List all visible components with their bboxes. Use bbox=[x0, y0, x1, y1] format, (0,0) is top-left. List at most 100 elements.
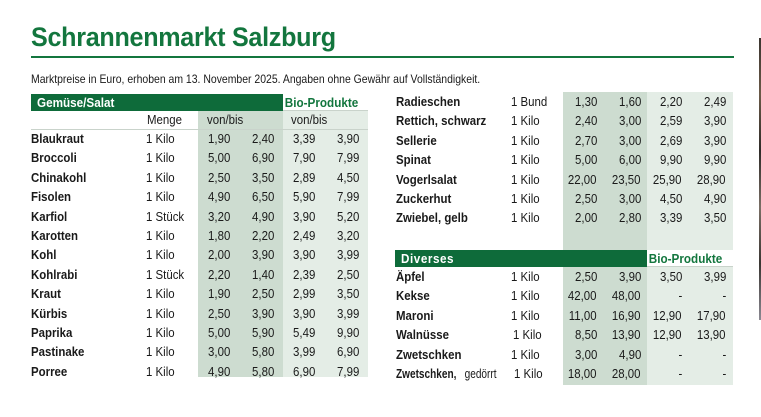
quantity: 1 Kilo bbox=[146, 228, 175, 243]
bio-price-bis: - bbox=[722, 346, 726, 362]
product-name: Äpfel bbox=[396, 269, 425, 284]
left-conv-column-shade bbox=[198, 111, 283, 377]
right-conv-column-shade bbox=[563, 92, 647, 385]
subtitle: Marktpreise in Euro, erhoben am 13. Nove… bbox=[31, 72, 481, 86]
table-row: Chinakohl 1 Kilo 2,50 3,50 2,89 4,50 bbox=[0, 168, 761, 187]
price-bis: 4,90 bbox=[618, 346, 641, 362]
bio-price-von: 2,89 bbox=[292, 169, 315, 185]
price-von: 1,80 bbox=[207, 228, 230, 243]
bio-price-bis: 7,99 bbox=[336, 150, 359, 166]
bio-price-von: 2,49 bbox=[292, 228, 315, 243]
price-bis: 3,90 bbox=[251, 305, 274, 321]
price-bis: 3,90 bbox=[618, 269, 641, 284]
section-label: Gemüse/Salat bbox=[37, 95, 115, 110]
price-bis: 28,00 bbox=[612, 366, 641, 381]
bio-price-von: 2,69 bbox=[659, 132, 682, 148]
price-bis: 3,50 bbox=[251, 169, 274, 185]
bio-price-von: 5,49 bbox=[292, 325, 315, 340]
product-name: Karotten bbox=[31, 228, 79, 243]
price-von: 5,00 bbox=[207, 150, 230, 166]
section-header-gemuese: Gemüse/Salat bbox=[31, 94, 283, 111]
product-name: Spinat bbox=[396, 152, 431, 168]
quantity: 1 Kilo bbox=[146, 169, 175, 185]
price-bis: 1,40 bbox=[251, 266, 274, 282]
table-row: Kekse 1 Kilo 42,00 48,00 - - bbox=[0, 286, 761, 305]
table-row: Kürbis 1 Kilo 2,50 3,90 3,90 3,99 bbox=[0, 304, 761, 323]
quantity: 1 Kilo bbox=[511, 191, 540, 206]
quantity: 1 Kilo bbox=[146, 286, 175, 302]
price-bis: 3,90 bbox=[251, 247, 274, 263]
price-bis: 2,20 bbox=[251, 228, 274, 243]
quantity: 1 Kilo bbox=[146, 150, 175, 166]
product-name: Kürbis bbox=[31, 305, 68, 321]
title-rule bbox=[31, 56, 734, 58]
bio-price-von: 3,90 bbox=[292, 208, 315, 224]
section-label: Diverses bbox=[401, 251, 455, 266]
quantity: 1 Kilo bbox=[146, 189, 175, 205]
bio-header-right: Bio-Produkte bbox=[647, 250, 733, 267]
price-von: 22,00 bbox=[568, 171, 597, 187]
table-row: Radieschen 1 Bund 1,30 1,60 2,20 2,49 bbox=[0, 92, 761, 111]
price-von: 8,50 bbox=[574, 327, 597, 343]
bio-price-bis: 2,50 bbox=[336, 266, 359, 282]
quantity: 1 Kilo bbox=[146, 344, 175, 360]
price-von: 2,00 bbox=[574, 210, 597, 226]
quantity: 1 Kilo bbox=[511, 152, 540, 168]
bio-price-von: 25,90 bbox=[653, 171, 682, 187]
bio-price-von: 2,39 bbox=[292, 266, 315, 282]
product-name: Sellerie bbox=[396, 132, 437, 148]
price-von: 3,00 bbox=[207, 344, 230, 360]
table-row: Kohlrabi 1 Stück 2,20 1,40 2,39 2,50 bbox=[0, 265, 761, 284]
bio-price-von: 2,20 bbox=[659, 94, 682, 109]
product-name: Zwetschken bbox=[396, 346, 462, 362]
bio-price-von: 3,39 bbox=[659, 210, 682, 226]
price-bis: 6,00 bbox=[618, 152, 641, 168]
price-von: 4,90 bbox=[207, 189, 230, 205]
col-header-bio: von/bis bbox=[291, 112, 328, 127]
bio-price-von: 12,90 bbox=[653, 327, 682, 343]
quantity: 1 Kilo bbox=[146, 131, 175, 146]
bio-price-von: 12,90 bbox=[653, 307, 682, 323]
table-row: Kraut 1 Kilo 1,90 2,50 2,99 3,50 bbox=[0, 284, 761, 303]
bio-label: Bio-Produkte bbox=[284, 95, 359, 110]
table-row: Porree 1 Kilo 4,90 5,80 6,90 7,99 bbox=[0, 362, 761, 381]
quantity: 1 Kilo bbox=[511, 113, 540, 129]
price-bis: 2,40 bbox=[251, 131, 274, 146]
right-bio-column-shade bbox=[647, 92, 733, 385]
price-bis: 23,50 bbox=[612, 171, 641, 187]
product-name: Pastinake bbox=[31, 344, 85, 360]
price-von: 1,30 bbox=[574, 94, 597, 109]
section-header-diverses: Diverses bbox=[395, 250, 647, 267]
bio-price-von: - bbox=[678, 366, 682, 381]
price-von: 2,50 bbox=[574, 191, 597, 206]
price-bis: 6,90 bbox=[251, 150, 274, 166]
bio-price-von: 2,99 bbox=[292, 286, 315, 302]
quantity: 1 Kilo bbox=[146, 363, 175, 379]
product-name: Broccoli bbox=[31, 150, 77, 166]
bio-price-bis: 9,90 bbox=[336, 325, 359, 340]
quantity: 1 Kilo bbox=[511, 210, 540, 226]
quantity: 1 Kilo bbox=[511, 288, 540, 304]
bio-price-bis: 3,99 bbox=[336, 305, 359, 321]
bio-price-von: 3,99 bbox=[292, 344, 315, 360]
bio-price-bis: 4,50 bbox=[336, 169, 359, 185]
price-bis: 3,00 bbox=[618, 191, 641, 206]
bio-price-bis: 9,90 bbox=[703, 152, 726, 168]
bio-price-bis: 7,99 bbox=[336, 363, 359, 379]
product-name: Paprika bbox=[31, 325, 73, 340]
table-row: Zwetschken, gedörrt 1 Kilo 18,00 28,00 - - bbox=[0, 364, 761, 383]
table-row: Karotten 1 Kilo 1,80 2,20 2,49 3,20 bbox=[0, 226, 761, 245]
table-row: Fisolen 1 Kilo 4,90 6,50 5,90 7,99 bbox=[0, 187, 761, 206]
quantity: 1 Kilo bbox=[511, 132, 540, 148]
table-row: Pastinake 1 Kilo 3,00 5,80 3,99 6,90 bbox=[0, 342, 761, 361]
bio-price-bis: 2,49 bbox=[703, 94, 726, 109]
product-name: Porree bbox=[31, 363, 68, 379]
price-bis: 5,90 bbox=[251, 325, 274, 340]
product-name: Chinakohl bbox=[31, 169, 87, 185]
product-name: Karfiol bbox=[31, 208, 68, 224]
price-bis: 6,50 bbox=[251, 189, 274, 205]
price-von: 2,50 bbox=[574, 269, 597, 284]
price-von: 1,90 bbox=[207, 286, 230, 302]
bio-price-von: 6,90 bbox=[292, 363, 315, 379]
table-row: Kohl 1 Kilo 2,00 3,90 3,90 3,99 bbox=[0, 245, 761, 264]
